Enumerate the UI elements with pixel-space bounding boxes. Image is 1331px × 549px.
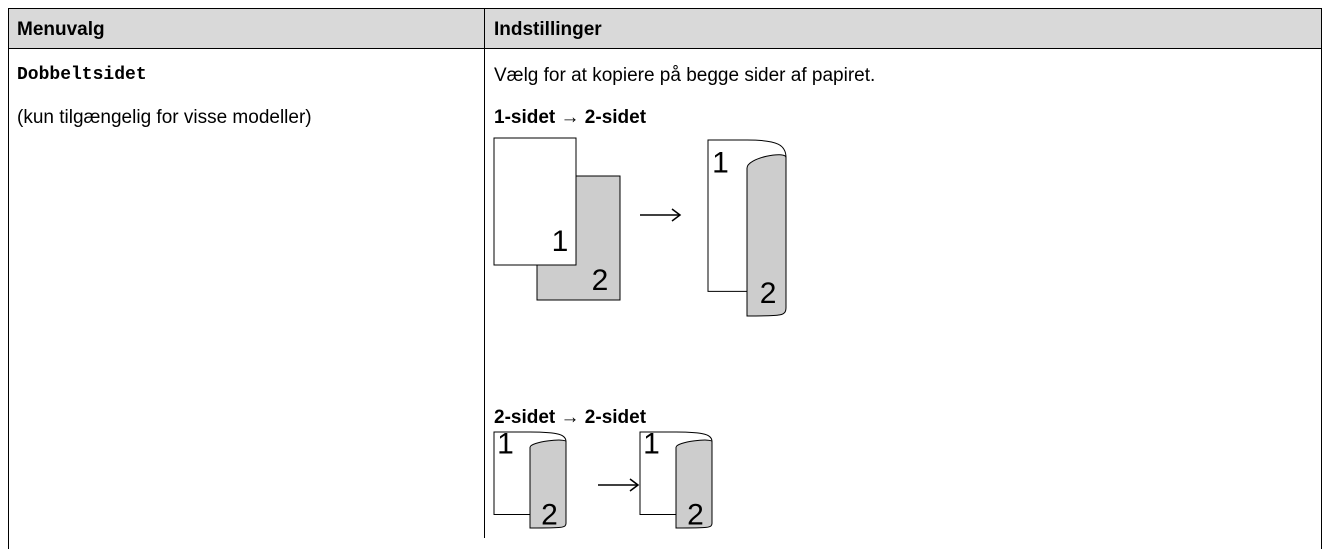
column-divider: [484, 8, 485, 538]
page-number: 1: [497, 427, 514, 460]
table: [8, 8, 1322, 549]
option-name: Dobbeltsidet: [17, 65, 147, 85]
option-note: (kun tilgængelig for visse modeller): [17, 107, 312, 128]
diagram-caption: 1-sidet → 2-sidet: [494, 107, 647, 128]
page-number: 1: [712, 147, 729, 180]
page-fold: [675, 439, 713, 529]
description: Vælg for at kopiere på begge sider af pa…: [494, 65, 876, 86]
page-number: 2: [687, 498, 704, 530]
page-outline: [707, 139, 747, 292]
page-outline: [639, 431, 676, 516]
page-fold: [746, 154, 787, 317]
front-page: [493, 137, 577, 266]
header-row: [9, 9, 1321, 49]
arrow: [640, 208, 682, 222]
page-curl: [529, 431, 567, 442]
header-cell: Menuvalg: [17, 19, 105, 40]
page-curl: [746, 139, 787, 158]
page: Menuvalg Indstillinger Dobbeltsidet (kun…: [8, 8, 1322, 549]
page-number: 2: [760, 277, 777, 310]
arrow: [598, 478, 640, 492]
page-number: 1: [643, 427, 660, 460]
diagram-caption: 2-sidet → 2-sidet: [494, 407, 647, 428]
page-number: 1: [552, 225, 569, 258]
page-outline: [493, 431, 530, 516]
page-number: 2: [592, 264, 609, 297]
header-cell: Indstillinger: [494, 19, 602, 40]
page-fold: [529, 439, 567, 529]
page-curl: [675, 431, 713, 442]
page-number: 2: [541, 498, 558, 530]
